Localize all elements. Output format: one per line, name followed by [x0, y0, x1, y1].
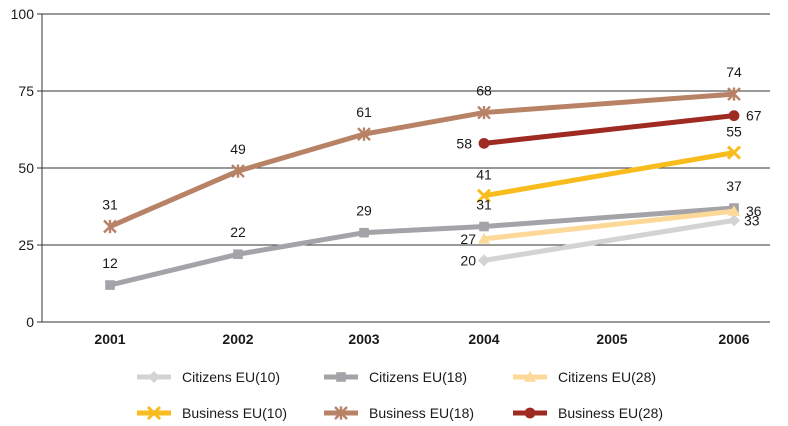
legend-label: Business EU(18)	[369, 405, 474, 421]
legend-item-citizens-eu-18: Citizens EU(18)	[324, 369, 467, 385]
x-tick-label: 2004	[468, 331, 499, 347]
x-tick-label: 2001	[94, 331, 125, 347]
data-label: 61	[356, 104, 372, 120]
legend-item-business-eu-18: Business EU(18)	[324, 405, 474, 421]
series-lines	[103, 87, 742, 290]
x-tick-label: 2006	[718, 331, 749, 347]
data-labels: 20 33 12 22 29 31 37 27 36 41 55 31 49 61 68 74 58 67	[102, 64, 762, 271]
legend-item-business-eu-10: Business EU(10)	[137, 405, 287, 421]
series-citizens-eu-10	[478, 214, 740, 267]
legend-label: Business EU(28)	[558, 405, 663, 421]
legend-marker	[524, 371, 536, 382]
data-label: 20	[460, 252, 476, 268]
y-tick-label: 0	[26, 314, 34, 330]
legend-label: Citizens EU(10)	[182, 369, 280, 385]
data-label: 27	[460, 231, 476, 247]
data-label: 74	[726, 64, 742, 80]
series-line	[483, 150, 735, 199]
series-citizens-eu-18	[105, 203, 739, 290]
series-line	[483, 208, 735, 242]
legend-label: Citizens EU(18)	[369, 369, 467, 385]
data-point	[726, 145, 742, 160]
legend-label: Citizens EU(28)	[558, 369, 656, 385]
legend-item-business-eu-28: Business EU(28)	[513, 405, 663, 421]
x-tick-label: 2005	[596, 331, 627, 347]
data-label: 41	[476, 167, 492, 183]
data-label: 67	[746, 108, 762, 124]
series-line	[483, 113, 735, 146]
legend-marker	[336, 372, 346, 382]
series-business-eu-28	[478, 110, 740, 149]
data-label: 49	[230, 141, 246, 157]
data-point	[476, 188, 492, 203]
y-tick-label: 25	[18, 237, 34, 253]
data-label: 29	[356, 203, 372, 219]
data-label: 22	[230, 224, 246, 240]
data-point	[478, 254, 490, 267]
data-point	[728, 214, 740, 227]
data-label: 33	[744, 212, 760, 228]
data-label: 68	[476, 83, 492, 99]
data-label: 31	[102, 197, 118, 213]
data-point	[105, 280, 115, 290]
data-point	[233, 249, 243, 260]
data-point	[728, 110, 740, 122]
data-label: 31	[476, 197, 492, 213]
y-tick-label: 100	[11, 6, 35, 22]
y-tick-label: 75	[18, 83, 34, 99]
series-line	[483, 217, 735, 263]
data-point	[478, 137, 490, 149]
data-point	[478, 232, 490, 244]
data-label: 37	[726, 178, 742, 194]
x-axis: 2001 2002 2003 2004 2005 2006	[41, 14, 770, 347]
data-point	[103, 219, 117, 234]
data-point	[477, 105, 491, 120]
series-business-eu-18	[103, 87, 741, 234]
data-label: 58	[456, 135, 472, 151]
series-business-eu-10	[476, 145, 742, 203]
x-tick-label: 2003	[348, 331, 379, 347]
data-point	[231, 164, 245, 178]
data-label: 12	[102, 255, 118, 271]
data-point	[357, 127, 371, 141]
legend-marker	[524, 407, 536, 419]
legend-label: Business EU(10)	[182, 405, 287, 421]
y-tick-label: 50	[18, 160, 34, 176]
legend-item-citizens-eu-10: Citizens EU(10)	[137, 369, 280, 385]
data-point	[728, 205, 740, 216]
y-axis-ticks: 0 25 50 75 100	[11, 6, 42, 330]
series-line	[109, 91, 735, 229]
data-label: 36	[746, 203, 762, 219]
legend-marker	[146, 405, 162, 421]
data-point	[727, 87, 741, 101]
legend: Citizens EU(10) Citizens EU(18) Citizens E…	[137, 369, 663, 421]
legend-item-citizens-eu-28: Citizens EU(28)	[513, 369, 656, 385]
legend-marker	[148, 371, 160, 383]
legend-marker	[334, 406, 348, 420]
data-point	[359, 227, 369, 238]
x-tick-label: 2002	[222, 331, 253, 347]
data-point	[479, 221, 489, 232]
data-label: 55	[726, 124, 742, 140]
series-citizens-eu-28	[478, 205, 740, 244]
